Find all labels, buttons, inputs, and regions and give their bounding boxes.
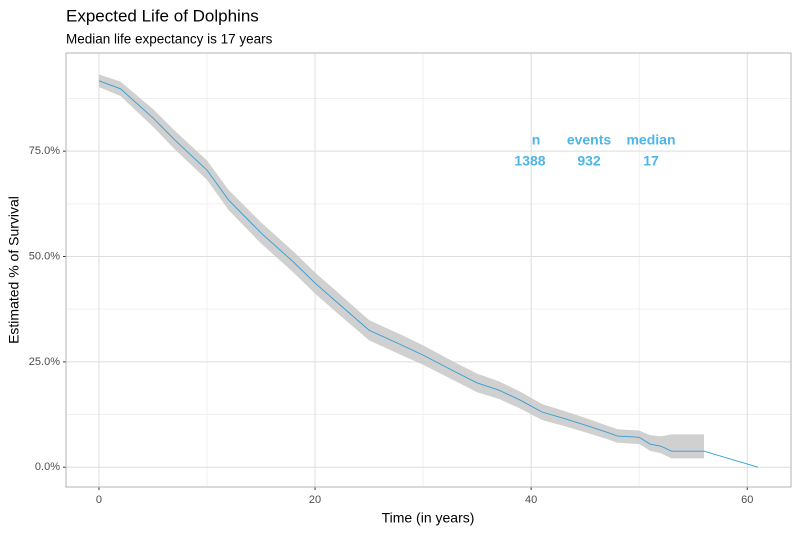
x-tick-label: 40 — [525, 494, 537, 506]
chart-title: Expected Life of Dolphins — [66, 6, 259, 25]
annotation-value: 932 — [577, 153, 601, 169]
survival-line — [98, 80, 759, 468]
chart-subtitle: Median life expectancy is 17 years — [66, 32, 273, 47]
confidence-band — [98, 74, 705, 459]
y-tick-label: 0.0% — [35, 461, 60, 473]
annotation-header: median — [626, 132, 675, 148]
x-tick-label: 0 — [96, 494, 102, 506]
x-tick-label: 60 — [741, 494, 753, 506]
y-tick-label: 25.0% — [29, 356, 60, 368]
x-tick-label: 20 — [309, 494, 321, 506]
annotation-header: n — [532, 132, 541, 148]
y-tick-label: 75.0% — [29, 145, 60, 157]
panel-border — [65, 52, 792, 488]
x-axis-title: Time (in years) — [382, 510, 475, 526]
annotation-value: 1388 — [514, 153, 545, 169]
annotation-value: 17 — [643, 153, 659, 169]
y-tick-label: 50.0% — [29, 250, 60, 262]
annotation-header: events — [567, 132, 612, 148]
y-axis-title: Estimated % of Survival — [6, 196, 22, 344]
